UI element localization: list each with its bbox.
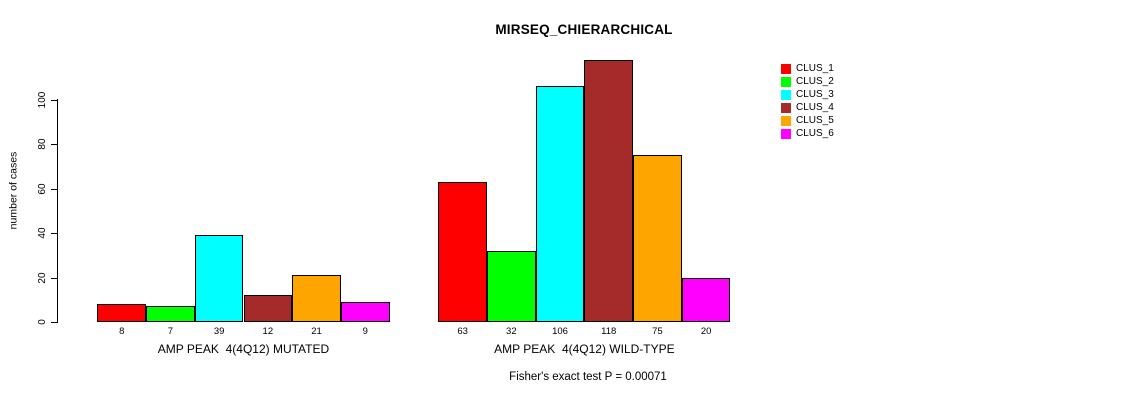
legend: CLUS_1 CLUS_2 CLUS_3 CLUS_4 CLUS_5 CLUS_6	[781, 63, 834, 140]
bar-clus_3-group1	[194, 235, 244, 322]
bar-value-label: 7	[167, 326, 174, 337]
legend-label: CLUS_2	[796, 76, 834, 88]
y-tick-label: 60	[37, 183, 48, 195]
bar-clus_5-group2	[633, 155, 682, 322]
bar-clus_6-group1	[340, 302, 390, 322]
legend-item-clus_4: CLUS_4	[781, 102, 834, 115]
bar-clus_3-group2	[535, 86, 585, 322]
legend-item-clus_2: CLUS_2	[781, 76, 834, 89]
legend-label: CLUS_3	[796, 89, 834, 101]
y-axis-line	[57, 99, 58, 323]
y-tick-mark	[51, 277, 57, 279]
legend-swatch-icon	[781, 116, 791, 126]
legend-item-clus_5: CLUS_5	[781, 115, 834, 128]
y-tick-label: 0	[37, 319, 48, 325]
legend-swatch-icon	[781, 77, 791, 88]
legend-item-clus_3: CLUS_3	[781, 89, 834, 102]
bar-value-label: 21	[311, 326, 322, 337]
chart-title: MIRSEQ_CHIERARCHICAL	[495, 22, 673, 37]
y-tick-label: 100	[37, 91, 48, 109]
y-tick-mark	[51, 99, 57, 101]
y-tick-mark	[51, 144, 57, 146]
y-tick-mark	[51, 322, 57, 323]
y-tick-mark	[51, 188, 57, 190]
legend-label: CLUS_6	[796, 127, 834, 139]
legend-item-clus_1: CLUS_1	[781, 63, 834, 76]
bar-clus_6-group2	[681, 277, 731, 322]
bar-value-label: 20	[700, 326, 712, 337]
legend-swatch-icon	[781, 128, 791, 139]
bar-clus_4-group2	[584, 59, 634, 322]
legend-swatch-icon	[781, 103, 791, 114]
bar-value-label: 39	[213, 326, 225, 337]
legend-label: CLUS_4	[796, 102, 834, 114]
y-tick-label: 20	[37, 271, 48, 284]
bar-value-label: 8	[119, 326, 125, 337]
bar-value-label: 32	[506, 326, 517, 337]
bar-clus_1-group2	[438, 182, 487, 322]
bar-value-label: 118	[601, 326, 617, 337]
y-axis-label: number of cases	[7, 151, 20, 230]
y-tick-mark	[51, 233, 57, 235]
bar-value-label: 75	[652, 326, 663, 337]
bar-value-label: 63	[457, 326, 468, 337]
legend-label: CLUS_1	[796, 63, 834, 75]
y-tick-label: 40	[37, 227, 48, 239]
group-label: AMP PEAK 4(4Q12) WILD-TYPE	[494, 342, 675, 356]
bar-value-label: 106	[552, 326, 568, 337]
bar-value-label: 12	[262, 326, 274, 337]
bar-clus_2-group2	[487, 250, 536, 322]
legend-swatch-icon	[781, 64, 791, 75]
y-tick-label: 80	[37, 138, 48, 150]
legend-label: CLUS_5	[796, 115, 834, 126]
bar-clus_4-group1	[243, 295, 293, 322]
legend-swatch-icon	[781, 90, 791, 101]
group-label: AMP PEAK 4(4Q12) MUTATED	[157, 342, 330, 356]
bar-clus_2-group1	[146, 306, 195, 322]
bar-clus_5-group1	[292, 275, 341, 322]
fisher-test-annotation: Fisher's exact test P = 0.00071	[509, 371, 667, 383]
legend-item-clus_6: CLUS_6	[781, 127, 834, 140]
bar-value-label: 9	[362, 326, 368, 337]
bar-clus_1-group1	[97, 304, 147, 322]
